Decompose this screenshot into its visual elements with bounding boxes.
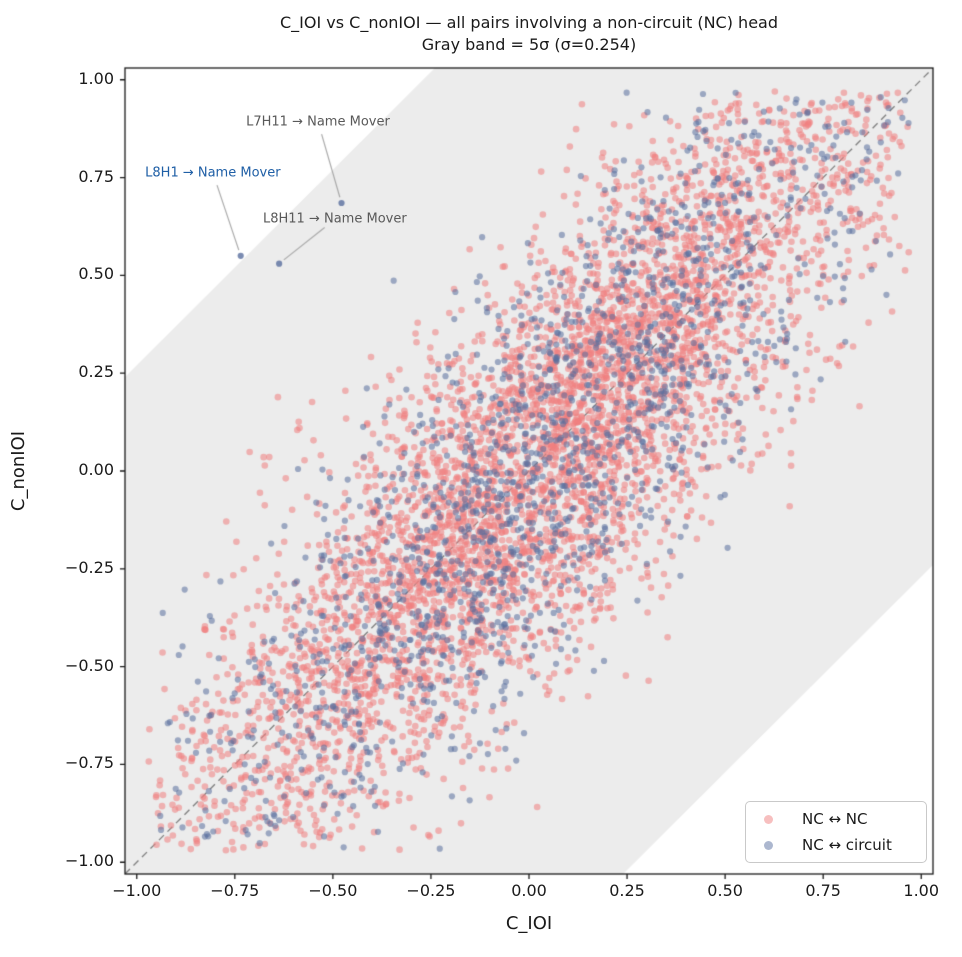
y-tick-label: 0.75 [78, 166, 114, 186]
x-tick-label: 1.00 [903, 881, 940, 900]
y-tick-label: −0.25 [64, 557, 114, 577]
x-tick-label: −0.25 [406, 881, 456, 900]
legend-label-nc-nc: NC ↔ NC [802, 810, 868, 828]
x-axis-label: C_IOI [505, 913, 553, 934]
y-tick-label: 1.00 [78, 68, 114, 88]
annotation-label: L7H11 → Name Mover [246, 114, 390, 130]
x-tick-label: 0.50 [707, 881, 743, 900]
y-tick-label: 0.50 [78, 264, 114, 284]
y-tick-label: −0.50 [64, 655, 114, 675]
x-tick-label: 0.00 [511, 881, 547, 900]
chart-title-line2: Gray band = 5σ (σ=0.254) [421, 35, 637, 54]
x-tick-label: −0.75 [210, 881, 260, 900]
y-tick-label: −0.75 [64, 753, 114, 773]
annotation-label: L8H1 → Name Mover [145, 165, 281, 181]
chart-title: C_IOI vs C_nonIOI — all pairs involving … [125, 12, 933, 56]
legend-label-nc-circuit: NC ↔ circuit [802, 836, 892, 854]
x-tick-label: −1.00 [112, 881, 162, 900]
legend-item-nc-circuit: NC ↔ circuit [764, 836, 926, 854]
x-tick-label: −0.50 [308, 881, 358, 900]
x-tick-label: 0.25 [609, 881, 645, 900]
legend: NC ↔ NC NC ↔ circuit [745, 801, 927, 863]
x-tick-label: 0.75 [805, 881, 841, 900]
y-tick-label: 0.00 [78, 460, 114, 479]
y-tick-label: 0.25 [78, 362, 114, 382]
legend-marker-nc-circuit-icon [764, 840, 773, 850]
chart-title-line1: C_IOI vs C_nonIOI — all pairs involving … [280, 13, 778, 32]
annotation-label: L8H11 → Name Mover [263, 211, 407, 227]
legend-item-nc-nc: NC ↔ NC [764, 810, 926, 828]
y-tick-label: −1.00 [64, 851, 114, 871]
legend-marker-nc-nc-icon [764, 814, 773, 824]
